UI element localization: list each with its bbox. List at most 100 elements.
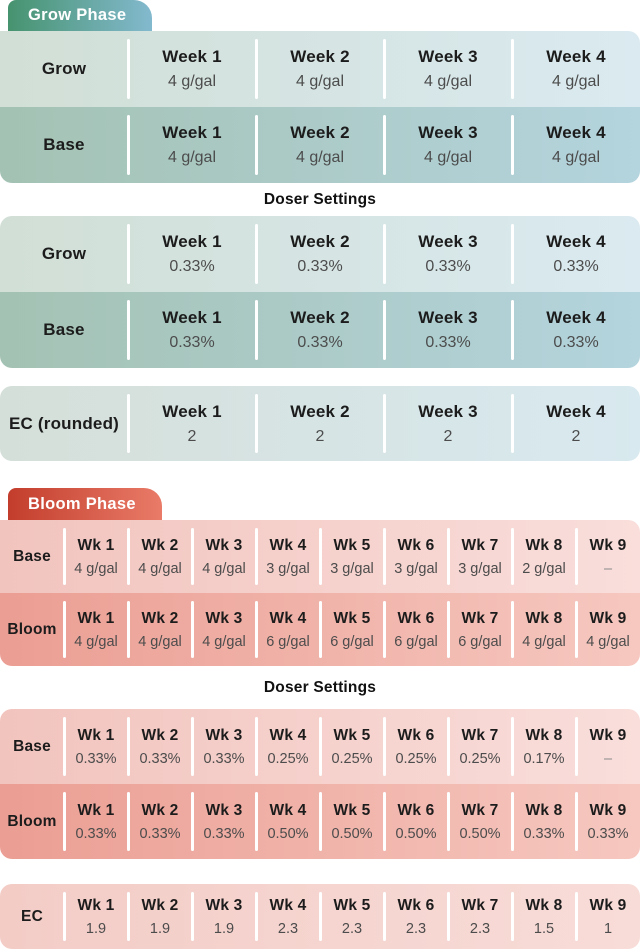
- week-cell: Week 3 4 g/gal: [383, 107, 512, 183]
- week-cell: Wk 2 1.9: [127, 884, 192, 949]
- week-label: Wk 7: [461, 896, 499, 914]
- week-value: 0.33%: [425, 258, 471, 275]
- week-cell: Week 1 4 g/gal: [127, 107, 256, 183]
- week-cell: Wk 9 4 g/gal: [575, 593, 640, 666]
- week-label: Wk 6: [397, 896, 435, 914]
- week-value: 0.33%: [75, 750, 117, 767]
- week-value: 4 g/gal: [551, 73, 601, 90]
- week-cell: Week 1 0.33%: [127, 292, 256, 368]
- week-cell: Wk 4 2.3: [255, 884, 320, 949]
- row-cells: Week 1 2 Week 2 2 Week 3 2 Week 4 2: [127, 386, 640, 461]
- week-label: Wk 2: [141, 609, 179, 627]
- week-cell: Wk 5 3 g/gal: [319, 520, 384, 593]
- week-label: Week 4: [546, 401, 606, 421]
- row-cells: Wk 1 1.9 Wk 2 1.9 Wk 3 1.9 Wk 4 2.3 Wk 5 2.3 Wk 6 2…: [63, 884, 640, 949]
- week-label: Week 3: [418, 232, 478, 251]
- week-cell: Week 4 0.33%: [511, 292, 640, 368]
- week-value: 4 g/gal: [522, 633, 566, 650]
- week-cell: Wk 4 6 g/gal: [255, 593, 320, 666]
- week-label: Week 4: [546, 308, 606, 327]
- week-label: Week 2: [290, 232, 350, 251]
- row-label: Bloom: [7, 620, 57, 638]
- week-cell: Wk 8 0.17%: [511, 709, 576, 784]
- week-value: 4 g/gal: [74, 633, 118, 650]
- row-cells: Wk 1 0.33% Wk 2 0.33% Wk 3 0.33% Wk 4 0.50% Wk 5…: [63, 784, 640, 859]
- week-cell: Wk 1 0.33%: [63, 784, 128, 859]
- week-cell: Wk 7 2.3: [447, 884, 512, 949]
- week-label: Wk 8: [525, 536, 563, 554]
- week-cell: Wk 7 0.50%: [447, 784, 512, 859]
- week-cell: Wk 5 0.25%: [319, 709, 384, 784]
- week-value: 4 g/gal: [202, 633, 246, 650]
- row-label: Bloom: [7, 812, 57, 830]
- week-cell: Wk 2 4 g/gal: [127, 593, 192, 666]
- week-label: Week 2: [290, 308, 350, 327]
- row-label: Grow: [41, 244, 87, 263]
- week-value: 2.3: [341, 920, 363, 937]
- week-cell: Wk 8 0.33%: [511, 784, 576, 859]
- week-value: 0.33%: [425, 334, 471, 351]
- week-label: Wk 6: [397, 609, 435, 627]
- week-cell: Week 3 4 g/gal: [383, 31, 512, 107]
- week-value: 1.5: [533, 920, 555, 937]
- week-value: 0.25%: [395, 750, 437, 767]
- week-cell: Wk 5 2.3: [319, 884, 384, 949]
- row-cells: Wk 1 0.33% Wk 2 0.33% Wk 3 0.33% Wk 4 0.25% Wk 5…: [63, 709, 640, 784]
- row-label: Base: [43, 135, 85, 154]
- week-label: Wk 7: [461, 536, 499, 554]
- week-label: Week 4: [546, 123, 606, 142]
- row-label: EC (rounded): [8, 413, 120, 433]
- week-label: Wk 7: [461, 801, 499, 819]
- week-label: Wk 9: [589, 536, 627, 554]
- week-cell: Week 4 4 g/gal: [511, 31, 640, 107]
- week-value: 2: [315, 427, 325, 445]
- week-value: 4 g/gal: [202, 560, 246, 577]
- week-value: 0.50%: [395, 825, 437, 842]
- row-cells: Week 1 0.33% Week 2 0.33% Week 3 0.33% Week 4 0…: [127, 216, 640, 292]
- table-row: Base Wk 1 0.33% Wk 2 0.33% Wk 3 0.33% Wk 4 0.25%…: [0, 709, 640, 784]
- week-label: Week 3: [418, 47, 478, 66]
- week-value: 6 g/gal: [266, 633, 310, 650]
- week-label: Wk 1: [77, 609, 115, 627]
- week-label: Week 3: [418, 401, 478, 421]
- week-cell: Wk 4 0.25%: [255, 709, 320, 784]
- week-value: 4 g/gal: [586, 633, 630, 650]
- week-label: Week 2: [290, 47, 350, 66]
- week-cell: Wk 2 0.33%: [127, 709, 192, 784]
- week-value: 0.33%: [203, 750, 245, 767]
- week-cell: Week 2 0.33%: [255, 292, 384, 368]
- week-label: Wk 5: [333, 896, 371, 914]
- week-value: 0.33%: [587, 825, 629, 842]
- week-label: Week 1: [162, 47, 222, 66]
- week-value: 4 g/gal: [295, 73, 345, 90]
- week-cell: Wk 3 4 g/gal: [191, 520, 256, 593]
- row-label: Grow: [41, 59, 87, 78]
- week-label: Wk 8: [525, 896, 563, 914]
- week-cell: Wk 2 0.33%: [127, 784, 192, 859]
- week-label: Wk 4: [269, 536, 307, 554]
- week-label: Wk 2: [141, 536, 179, 554]
- week-cell: Week 4 0.33%: [511, 216, 640, 292]
- week-label: Week 3: [418, 123, 478, 142]
- week-value: 1.9: [85, 920, 107, 937]
- row-label: Base: [13, 547, 51, 565]
- week-cell: Week 2 4 g/gal: [255, 31, 384, 107]
- week-label: Wk 5: [333, 609, 371, 627]
- week-label: Wk 9: [589, 801, 627, 819]
- week-value: 3 g/gal: [458, 560, 502, 577]
- table-row: Grow Week 1 0.33% Week 2 0.33% Week 3 0.33% Wee…: [0, 216, 640, 292]
- week-cell: Wk 6 0.25%: [383, 709, 448, 784]
- week-value: 0.33%: [553, 258, 599, 275]
- week-label: Week 3: [418, 308, 478, 327]
- week-value: 3 g/gal: [266, 560, 310, 577]
- week-value: 1.9: [149, 920, 171, 937]
- week-label: Wk 5: [333, 726, 371, 744]
- week-value: 2.3: [405, 920, 427, 937]
- week-cell: Wk 1 4 g/gal: [63, 593, 128, 666]
- week-value: 0.25%: [331, 750, 373, 767]
- week-value: 0.25%: [267, 750, 309, 767]
- grow-doser-settings-heading: Doser Settings: [263, 190, 377, 208]
- week-value: –: [603, 750, 613, 767]
